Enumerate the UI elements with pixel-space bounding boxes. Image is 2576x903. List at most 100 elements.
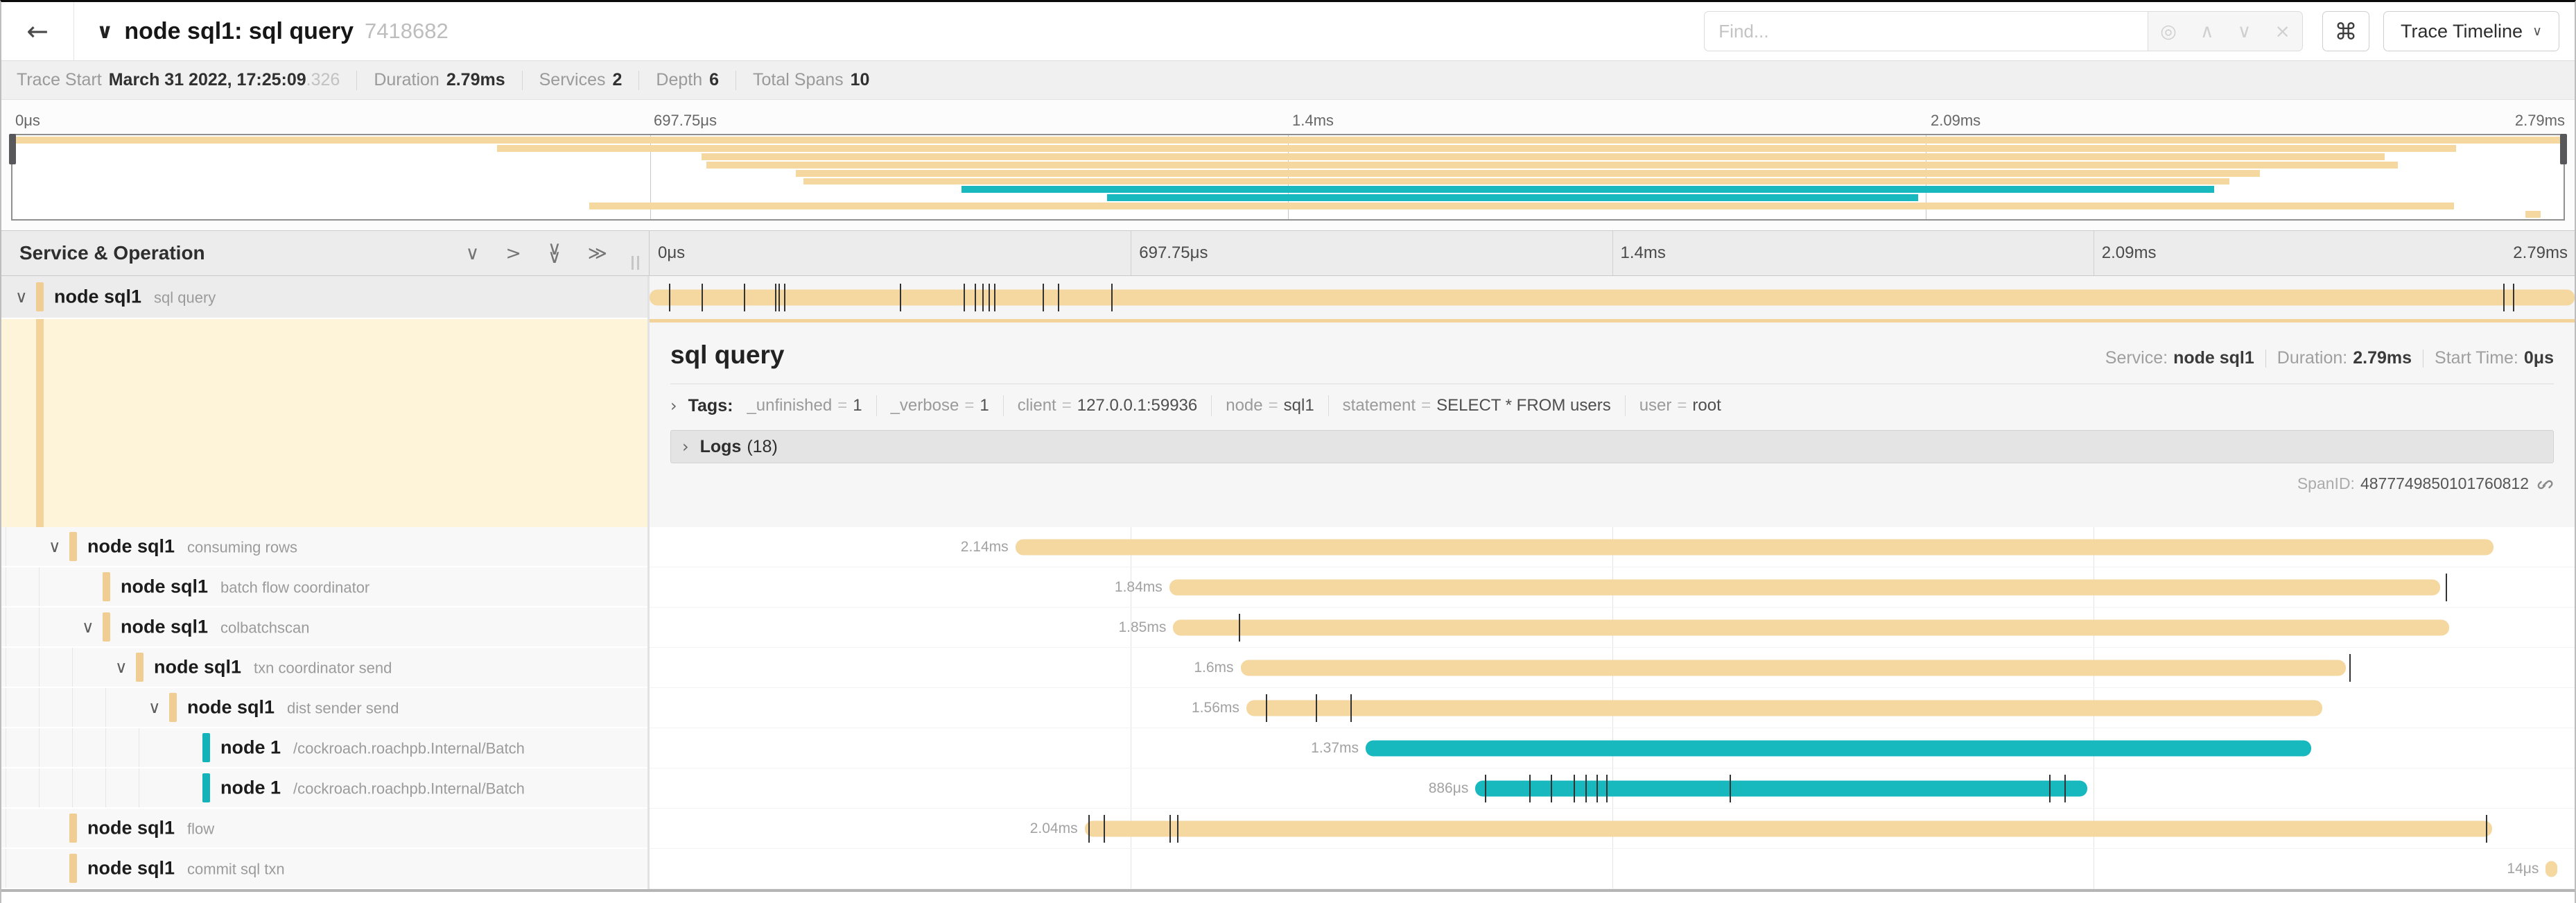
timeline-span-row[interactable]: 1.6ms (650, 648, 2575, 688)
span-log-marker[interactable] (2503, 284, 2505, 311)
span-log-marker[interactable] (963, 284, 965, 311)
span-log-marker[interactable] (1088, 814, 1090, 843)
span-log-marker[interactable] (668, 284, 670, 311)
tag-item[interactable]: node = sql1 (1226, 396, 1314, 415)
find-close-icon[interactable]: × (2274, 20, 2291, 42)
span-log-marker[interactable] (1529, 774, 1531, 802)
timeline-span-row[interactable]: 1.85ms (650, 608, 2575, 648)
minimap-canvas[interactable] (9, 134, 2567, 221)
span-tree-row[interactable]: ∨ node sql1 consuming rows (1, 527, 647, 567)
tag-item[interactable]: client = 127.0.0.1:59936 (1018, 396, 1198, 415)
span-log-marker[interactable] (744, 284, 746, 311)
span-toggle-icon[interactable]: ∨ (82, 617, 94, 637)
span-bar[interactable] (1169, 579, 2440, 595)
minimap-left-scrubber[interactable] (9, 134, 16, 164)
timeline-span-row[interactable]: 14μs (650, 849, 2575, 889)
span-log-marker[interactable] (1176, 814, 1178, 843)
span-log-marker[interactable] (2513, 284, 2515, 311)
span-log-marker[interactable] (988, 284, 990, 311)
collapse-one-icon[interactable]: ∨ (465, 242, 480, 264)
timeline-span-row[interactable] (650, 276, 2575, 319)
span-toggle-icon[interactable]: ∨ (49, 537, 61, 556)
find-next-icon[interactable]: ∨ (2237, 20, 2252, 42)
collapse-all-icon[interactable]: ∨ ∨ (548, 239, 562, 266)
timeline-span-row[interactable]: 2.14ms (650, 527, 2575, 567)
trace-view-selector[interactable]: Trace Timeline ∨ (2383, 11, 2559, 51)
timeline-span-row[interactable]: 1.84ms (650, 567, 2575, 608)
span-log-marker[interactable] (2349, 653, 2351, 682)
span-log-marker[interactable] (1573, 774, 1575, 802)
span-log-marker[interactable] (1104, 814, 1106, 843)
minimap-right-scrubber[interactable] (2560, 134, 2567, 164)
span-log-marker[interactable] (1350, 694, 1352, 722)
expand-all-icon[interactable]: ≫ (587, 242, 607, 264)
title-collapse-icon[interactable]: ∨ (96, 19, 114, 44)
span-tree-row[interactable]: ∨ node sql1 sql query (1, 276, 647, 319)
find-match-icon[interactable]: ◎ (2160, 20, 2177, 42)
span-log-marker[interactable] (778, 284, 781, 311)
span-bar[interactable] (650, 289, 2575, 306)
span-log-marker[interactable] (1485, 774, 1487, 802)
span-bar[interactable] (1475, 780, 2088, 796)
timeline-span-row[interactable]: 886μs (650, 768, 2575, 809)
span-log-marker[interactable] (1596, 774, 1599, 802)
tag-item[interactable]: _verbose = 1 (891, 396, 989, 415)
span-toggle-icon[interactable]: ∨ (115, 657, 128, 677)
find-input[interactable] (1704, 11, 2148, 51)
span-log-marker[interactable] (701, 284, 703, 311)
span-tree-row[interactable]: ∨ node sql1 txn coordinator send (1, 648, 647, 688)
span-log-marker[interactable] (2445, 573, 2447, 601)
span-log-marker[interactable] (1238, 613, 1240, 642)
span-log-marker[interactable] (2048, 774, 2051, 802)
find-prev-icon[interactable]: ∧ (2200, 20, 2214, 42)
span-toggle-icon[interactable]: ∨ (148, 698, 161, 717)
tags-row[interactable]: › Tags: _unfinished = 1 _verbose = 1 client = 12… (670, 395, 2554, 416)
span-log-marker[interactable] (1550, 774, 1552, 802)
span-log-marker[interactable] (774, 284, 776, 311)
tag-item[interactable]: user = root (1639, 396, 1721, 415)
column-resize-grip[interactable] (632, 256, 639, 270)
timeline-span-row[interactable]: 1.56ms (650, 688, 2575, 728)
tags-toggle-icon[interactable]: › (670, 396, 677, 415)
span-log-marker[interactable] (1057, 284, 1059, 311)
span-bar[interactable] (1366, 740, 2311, 756)
tag-item[interactable]: statement = SELECT * FROM users (1343, 396, 1611, 415)
span-tree-row[interactable]: node 1/cockroach.roachpb.Internal/Batch (1, 728, 647, 768)
deep-link-icon[interactable] (2536, 475, 2554, 493)
logs-toggle-icon[interactable]: › (682, 437, 689, 456)
span-log-marker[interactable] (1729, 774, 1731, 802)
span-log-marker[interactable] (1315, 694, 1317, 722)
span-bar[interactable] (1015, 539, 2494, 555)
expand-one-icon[interactable]: > (505, 242, 521, 264)
span-log-marker[interactable] (1265, 694, 1267, 722)
span-tree-row[interactable]: ∨ node sql1 dist sender send (1, 688, 647, 728)
span-bar[interactable] (1246, 700, 2323, 716)
span-bar[interactable] (2545, 861, 2557, 877)
span-log-marker[interactable] (2064, 774, 2066, 802)
span-tree-row[interactable]: node 1/cockroach.roachpb.Internal/Batch (1, 768, 647, 809)
span-bar[interactable] (1173, 619, 2450, 635)
span-tree-row[interactable]: node sql1 commit sql txn (1, 849, 647, 889)
span-log-marker[interactable] (784, 284, 786, 311)
tag-item[interactable]: _unfinished = 1 (747, 396, 862, 415)
span-log-marker[interactable] (1169, 814, 1171, 843)
span-log-marker[interactable] (994, 284, 996, 311)
logs-bar[interactable]: › Logs (18) (670, 430, 2554, 463)
span-tree-row[interactable]: node sql1 flow (1, 809, 647, 849)
span-bar[interactable] (1084, 820, 2492, 836)
span-log-marker[interactable] (1606, 774, 1608, 802)
span-log-marker[interactable] (982, 284, 984, 311)
timeline-span-row[interactable]: 1.37ms (650, 728, 2575, 768)
span-tree-row[interactable]: ∨ node sql1 colbatchscan (1, 608, 647, 648)
span-log-marker[interactable] (900, 284, 901, 311)
span-log-marker[interactable] (975, 284, 977, 311)
span-log-marker[interactable] (2486, 814, 2488, 843)
span-log-marker[interactable] (1111, 284, 1113, 311)
span-log-marker[interactable] (1042, 284, 1044, 311)
keyboard-shortcuts-button[interactable]: ⌘ (2322, 11, 2370, 51)
back-button[interactable]: ← (1, 2, 74, 60)
span-tree-row[interactable]: node sql1 batch flow coordinator (1, 567, 647, 608)
span-bar[interactable] (1240, 660, 2346, 676)
span-log-marker[interactable] (1585, 774, 1587, 802)
span-toggle-icon[interactable]: ∨ (15, 287, 28, 307)
